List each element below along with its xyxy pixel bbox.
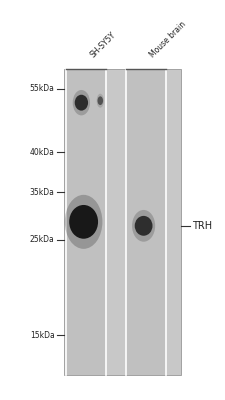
Text: SH-SY5Y: SH-SY5Y [88, 30, 117, 59]
Text: Mouse brain: Mouse brain [148, 19, 188, 59]
Text: 55kDa: 55kDa [30, 84, 55, 93]
Bar [66, 69, 106, 375]
Text: 40kDa: 40kDa [30, 148, 55, 157]
Ellipse shape [75, 95, 88, 111]
Ellipse shape [73, 90, 90, 115]
Ellipse shape [97, 96, 103, 105]
Text: 35kDa: 35kDa [30, 188, 55, 196]
Ellipse shape [69, 205, 98, 239]
Ellipse shape [97, 94, 104, 108]
Text: TRH: TRH [193, 221, 213, 231]
Ellipse shape [132, 210, 155, 242]
Text: 25kDa: 25kDa [30, 235, 55, 244]
Bar [64, 69, 181, 375]
Ellipse shape [65, 195, 102, 249]
Text: 15kDa: 15kDa [30, 330, 55, 340]
Ellipse shape [135, 216, 153, 236]
Bar [126, 69, 166, 375]
